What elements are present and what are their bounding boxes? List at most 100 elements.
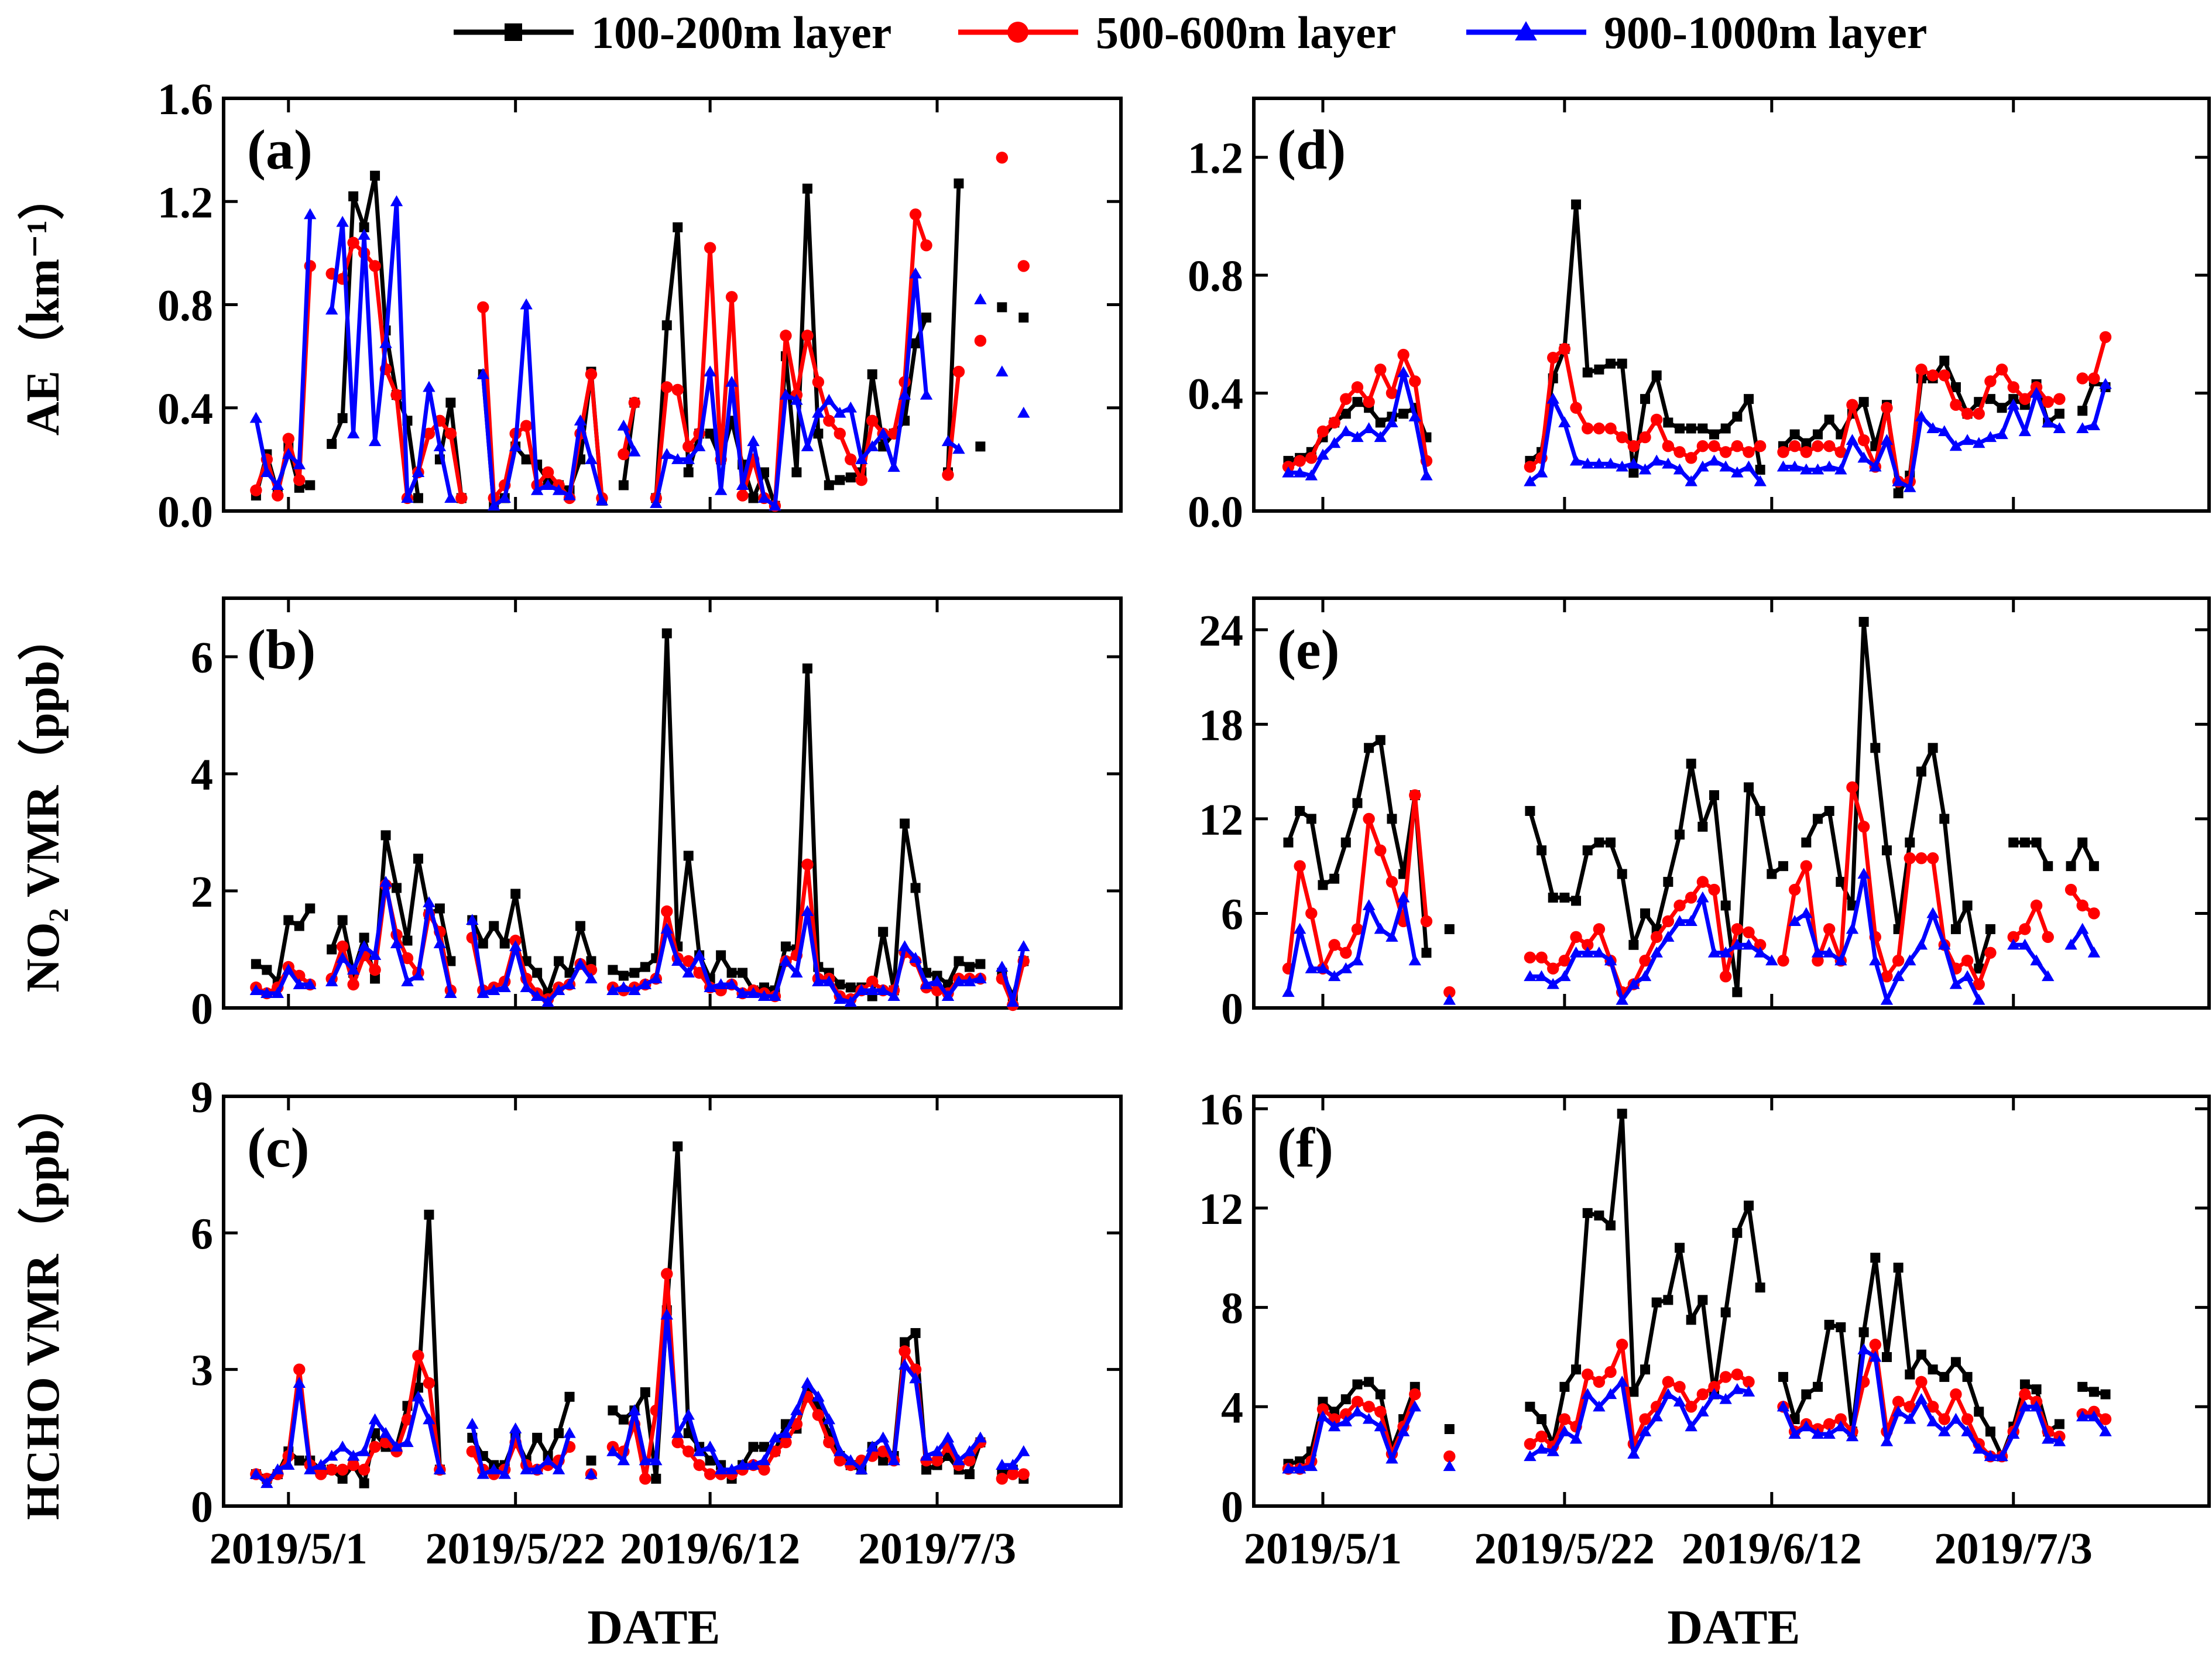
data-point: [390, 389, 403, 401]
data-point: [1928, 743, 1938, 753]
data-point: [1834, 446, 1847, 458]
data-point: [2042, 970, 2055, 982]
data-point: [650, 1454, 663, 1466]
data-point: [1593, 946, 1606, 958]
data-point: [1305, 907, 1318, 920]
data-point: [1778, 861, 1788, 872]
y-tick-label: 9: [191, 1073, 213, 1122]
y-tick-label: 8: [1221, 1284, 1243, 1333]
data-point: [1949, 978, 1963, 989]
y-tick-label: 12: [1199, 795, 1243, 845]
panel-label: (c): [247, 1116, 310, 1179]
data-point: [2042, 416, 2055, 427]
data-point: [1409, 789, 1421, 801]
data-point: [920, 978, 933, 990]
data-point: [757, 990, 771, 1002]
data-point: [1363, 1401, 1375, 1413]
data-point: [347, 978, 359, 991]
data-point: [390, 937, 403, 949]
data-point: [260, 987, 273, 999]
data-point: [574, 958, 587, 969]
data-point: [1777, 1400, 1790, 1412]
data-point: [790, 966, 803, 978]
data-point: [336, 215, 349, 227]
data-point: [1362, 899, 1376, 911]
data-point: [1938, 1413, 1950, 1425]
data-point: [725, 291, 738, 303]
data-point: [1926, 1415, 1939, 1426]
data-point: [835, 475, 845, 485]
data-point: [282, 1459, 295, 1470]
data-point: [898, 389, 911, 400]
panel-f: 0 4 8 12 16 2019/5/1 2019/5/22 2019/6/12 2019/7/…: [1199, 1085, 2211, 1573]
data-point: [520, 981, 533, 993]
data-point: [1306, 814, 1316, 824]
data-point: [369, 963, 381, 976]
data-point: [1997, 403, 2007, 413]
data-point: [1869, 1350, 1882, 1362]
data-point: [661, 320, 672, 331]
y-tick-label: 24: [1199, 606, 1243, 656]
data-point: [532, 968, 543, 978]
data-point: [1950, 399, 1962, 411]
data-point: [1755, 465, 1765, 475]
data-point: [1374, 431, 1387, 443]
data-point: [305, 480, 315, 491]
data-point: [941, 435, 955, 447]
data-point: [1537, 845, 1547, 856]
y-tick-label: 0: [191, 1483, 213, 1532]
data-point: [1558, 955, 1571, 967]
data-point: [520, 298, 533, 310]
data-point: [1364, 1377, 1374, 1387]
data-point: [1731, 1368, 1744, 1381]
data-point: [996, 1473, 1009, 1485]
data-point: [1375, 735, 1385, 745]
data-point: [704, 242, 716, 254]
x-tick-label: 2019/5/22: [426, 1524, 606, 1573]
data-point: [1017, 1445, 1030, 1456]
data-point: [2088, 861, 2099, 872]
data-point: [1524, 475, 1537, 486]
data-point: [2088, 1387, 2099, 1397]
data-point: [748, 493, 759, 503]
data-point: [1351, 923, 1364, 935]
data-point: [1548, 893, 1558, 903]
data-point: [660, 1308, 673, 1320]
y-tick-label: 1.2: [157, 178, 213, 227]
data-point: [1651, 370, 1662, 380]
data-point: [1408, 954, 1421, 966]
data-point: [1581, 946, 1594, 958]
data-point: [347, 963, 360, 975]
data-point: [1604, 1388, 1617, 1400]
data-point: [1950, 382, 1961, 392]
data-point: [736, 479, 749, 490]
data-point: [1650, 454, 1663, 466]
data-point: [1604, 422, 1617, 435]
panel-d: 0.0 0.4 0.8 1.2 (d): [1188, 97, 2211, 537]
data-point: [358, 940, 371, 952]
data-point: [628, 396, 641, 409]
data-point: [1316, 425, 1329, 438]
series-line: [654, 272, 928, 508]
data-point: [909, 267, 922, 279]
series-line: [2082, 336, 2108, 380]
data-point: [1570, 931, 1582, 944]
data-point: [920, 389, 933, 400]
data-point: [1720, 423, 1731, 434]
data-point: [327, 944, 337, 955]
data-point: [1650, 931, 1663, 944]
data-point: [1569, 946, 1583, 958]
data-point: [1398, 409, 1409, 419]
x-axis-title-right: DATE: [1667, 1600, 1800, 1655]
data-point: [812, 376, 825, 388]
series-3: [1282, 366, 2112, 492]
data-point: [489, 921, 499, 931]
data-point: [801, 330, 814, 342]
data-point: [628, 445, 641, 457]
data-point: [639, 978, 652, 990]
data-point: [1731, 440, 1744, 452]
data-point: [1375, 417, 1385, 428]
y-tick-label: 6: [191, 1209, 213, 1258]
data-point: [2030, 899, 2043, 912]
data-point: [336, 1463, 349, 1476]
